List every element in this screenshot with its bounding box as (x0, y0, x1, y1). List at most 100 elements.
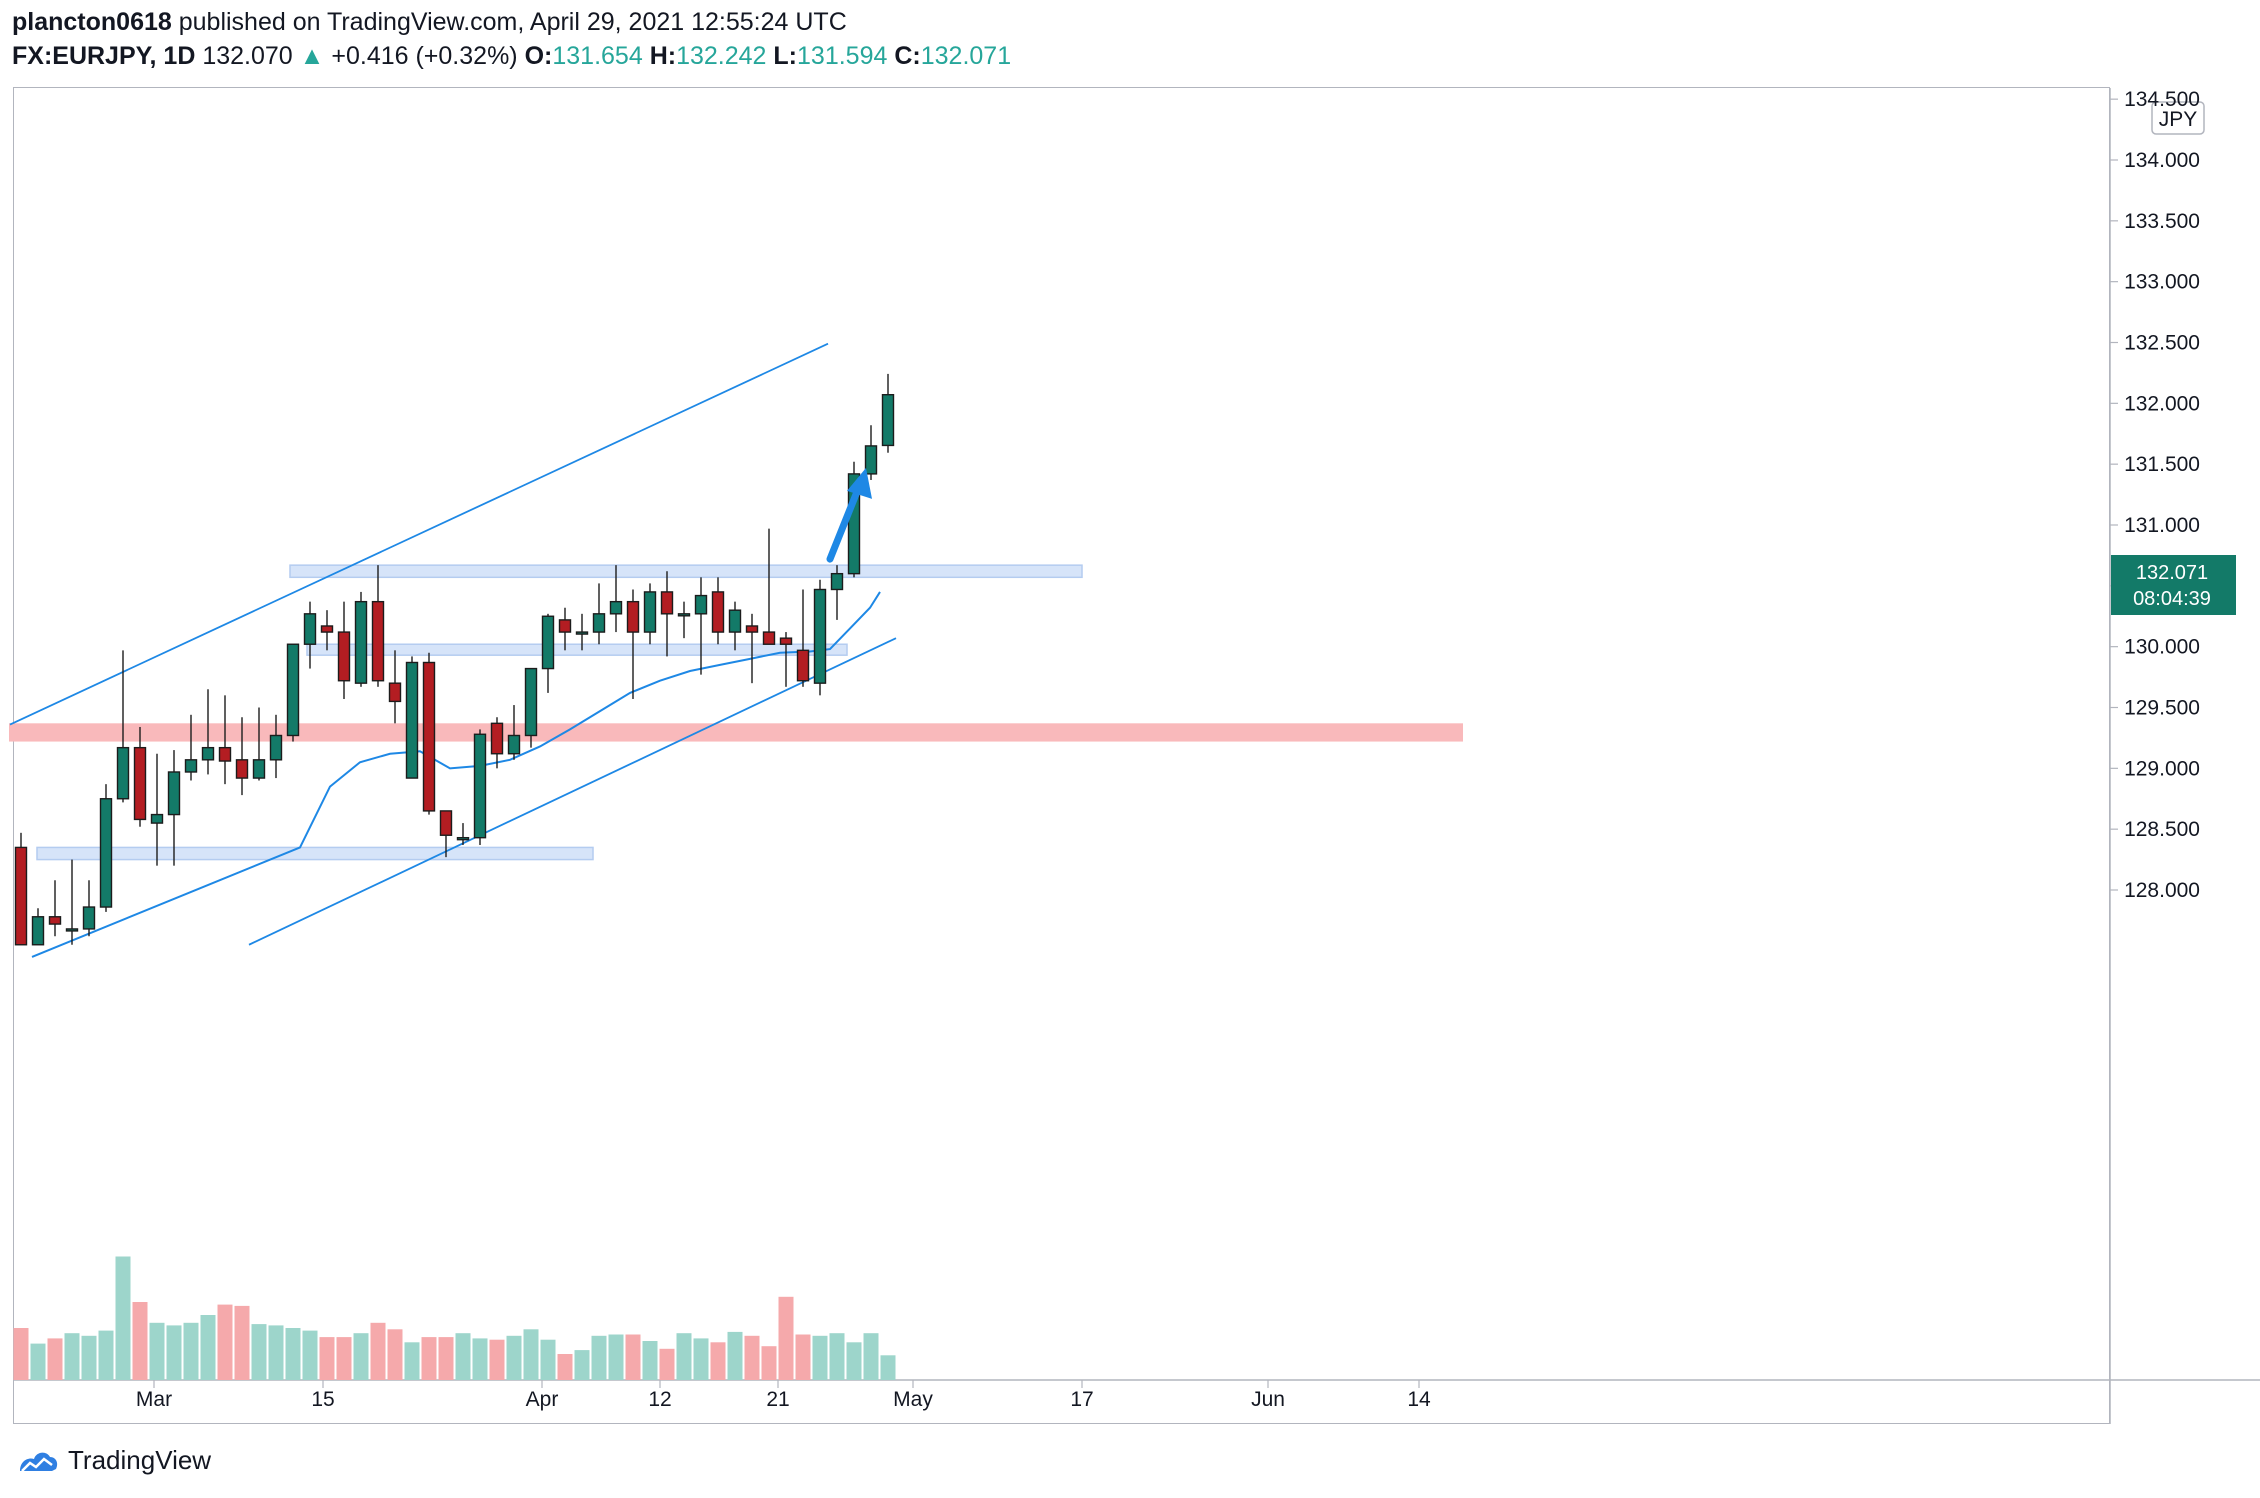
volume-bar (421, 1337, 437, 1380)
volume-bar (472, 1338, 488, 1380)
volume-bar (353, 1333, 369, 1380)
low-label: L: (773, 42, 798, 70)
candle-body (99, 798, 113, 908)
candle-body (82, 906, 96, 930)
time-tick-label: 21 (766, 1388, 789, 1411)
tradingview-logo-icon (20, 1452, 58, 1472)
candle-body (252, 759, 266, 779)
price-tick-label: 134.000 (2124, 149, 2200, 172)
candle-body (813, 588, 827, 684)
volume-bar (676, 1333, 692, 1380)
candle-body (626, 600, 640, 633)
price-tick-label: 131.500 (2124, 453, 2200, 476)
brand-name: TradingView (68, 1445, 212, 1475)
price-axis[interactable]: JPY 128.000 128.500 129.000 129.500 130.000 1… (2110, 88, 2205, 902)
candle-body (269, 734, 283, 761)
volume-bar (608, 1334, 624, 1380)
volume-bar (132, 1302, 148, 1380)
time-tick-label: 14 (1407, 1388, 1431, 1411)
support-zone-red (9, 723, 1463, 742)
volume-bar (642, 1341, 658, 1380)
candle-body (456, 836, 470, 841)
candle-body (881, 393, 895, 447)
open-label: O: (524, 42, 553, 70)
high-label: H: (649, 42, 677, 70)
candle-body (201, 746, 215, 761)
candle-body (184, 759, 198, 773)
volume-bar (880, 1355, 896, 1380)
price-tick-label: 133.500 (2124, 210, 2200, 233)
volume-bar (727, 1331, 743, 1380)
candle-body (303, 613, 317, 645)
symbol-label[interactable]: FX:EURJPY, 1D (12, 42, 196, 70)
volume-bar (81, 1335, 97, 1380)
arrow-layer (826, 467, 872, 563)
volume-bar (166, 1325, 182, 1380)
candle-body (830, 572, 844, 591)
volume-bar (523, 1329, 539, 1380)
price-tick-label: 133.000 (2124, 271, 2200, 294)
volume-layer (13, 1256, 896, 1380)
last-price-badge-bg (2111, 555, 2236, 615)
up-arrow-icon: ▲ (299, 42, 325, 70)
volume-bar (710, 1342, 726, 1380)
candle-body (745, 625, 759, 633)
close-value: 132.071 (920, 42, 1012, 70)
time-tick-label: Apr (526, 1388, 559, 1411)
candle-body (133, 746, 147, 821)
price-tick-label: 128.500 (2124, 818, 2200, 841)
volume-bar (540, 1339, 556, 1380)
price-tick-label: 129.000 (2124, 757, 2200, 780)
volume-bar (591, 1335, 607, 1380)
candle-body (473, 733, 487, 839)
support-zone-red-layer (9, 723, 1463, 742)
breakout-arrow-shaft (826, 478, 865, 563)
candle-body (524, 667, 538, 737)
tradingview-brand[interactable]: TradingView (16, 1445, 211, 1476)
price-tick-label: 129.500 (2124, 697, 2200, 720)
volume-bar (336, 1337, 352, 1380)
candle-body (48, 916, 62, 925)
candle-body (354, 600, 368, 684)
candle-body (405, 661, 419, 779)
volume-bar (693, 1338, 709, 1380)
volume-bar (625, 1334, 641, 1380)
time-tick-label: Mar (136, 1388, 172, 1411)
currency-badge[interactable] (2151, 101, 2205, 135)
time-tick-label: May (893, 1388, 933, 1411)
candle-body (320, 625, 334, 633)
resistance-zone-upper (289, 564, 1083, 579)
volume-bar (285, 1328, 301, 1380)
candle-body (609, 600, 623, 615)
candle-body (286, 643, 300, 737)
price-change: +0.416 (+0.32%) (331, 42, 518, 70)
candle-body (558, 619, 572, 633)
volume-bar (506, 1335, 522, 1380)
candle-body (796, 649, 810, 682)
candle-body (507, 734, 521, 755)
candle-body (31, 916, 45, 946)
volume-bar (115, 1256, 131, 1380)
volume-bar (574, 1350, 590, 1380)
candle-body (388, 682, 402, 703)
candle-body (490, 722, 504, 755)
price-tick-label: 131.000 (2124, 514, 2200, 537)
author-name[interactable]: plancton0618 (12, 8, 172, 36)
volume-bar (761, 1346, 777, 1380)
candle-body (541, 615, 555, 670)
volume-bar (812, 1335, 828, 1380)
candle-body (847, 473, 861, 575)
price-tick-label: 130.000 (2124, 636, 2200, 659)
volume-bar (438, 1337, 454, 1380)
bar-countdown: 08:04:39 (2133, 588, 2211, 610)
candle-body (728, 609, 742, 633)
candle-body (218, 746, 232, 762)
candle-body (14, 846, 28, 946)
channel-upper-line (9, 342, 829, 726)
currency-label: JPY (2159, 108, 2198, 131)
volume-bar (659, 1348, 675, 1380)
time-axis[interactable]: Mar 15 Apr 12 21 May 17 Jun 14 (136, 1380, 1431, 1411)
candle-body (575, 631, 589, 635)
channel-lower-line (248, 637, 897, 946)
